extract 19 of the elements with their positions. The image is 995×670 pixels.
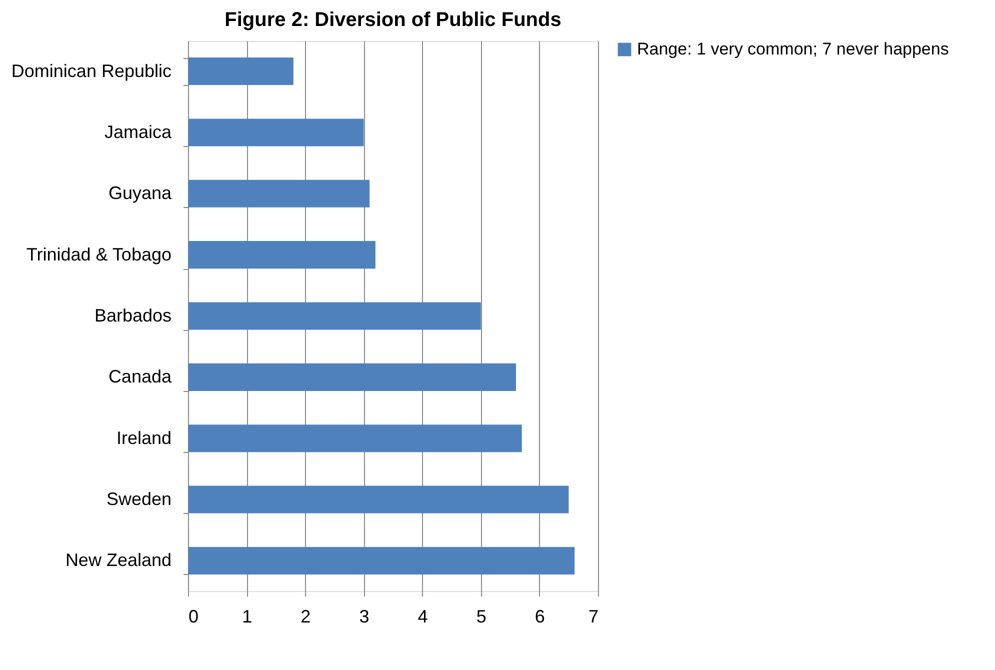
y-tick-label: Barbados	[94, 306, 172, 326]
x-tick-label: 6	[534, 606, 545, 626]
x-tick-label: 3	[359, 606, 370, 626]
x-tick-label: 2	[300, 606, 311, 626]
y-tick-label: Guyana	[108, 183, 172, 204]
y-tick-label: Trinidad & Tobago	[26, 244, 172, 264]
y-tick-label: Dominican Republic	[11, 60, 172, 81]
x-tick-label: 5	[476, 606, 486, 626]
x-tick-label: 1	[242, 606, 252, 626]
legend-label: Range: 1 very common; 7 never happens	[637, 40, 949, 58]
x-tick-label: 4	[418, 606, 428, 626]
chart-title: Figure 2: Diversion of Public Funds	[224, 9, 562, 31]
y-tick-label: Sweden	[106, 489, 172, 510]
y-tick-label: Canada	[108, 366, 172, 387]
y-tick-label: New Zealand	[65, 550, 172, 570]
x-tick-label: 0	[188, 606, 199, 626]
y-tick-label: Ireland	[116, 428, 172, 448]
x-tick-label: 7	[588, 606, 598, 626]
y-tick-label: Jamaica	[104, 122, 172, 142]
